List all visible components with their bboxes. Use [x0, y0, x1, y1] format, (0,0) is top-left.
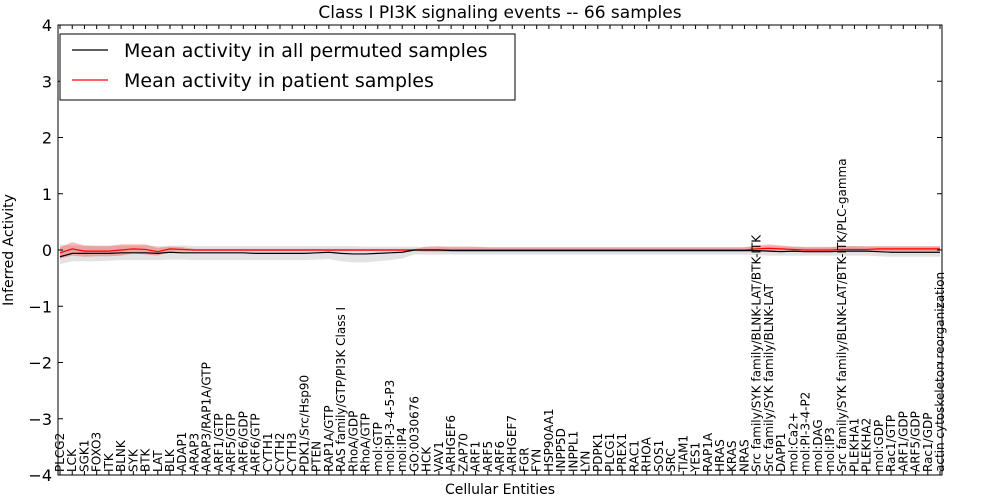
chart-title: Class I PI3K signaling events -- 66 samp…	[318, 3, 681, 23]
series-lines	[59, 247, 940, 258]
x-tick-label-nras: NRAS	[737, 439, 751, 472]
x-tick-label-fyn: FYN	[530, 449, 544, 472]
x-tick-label-arap3-rap1a-gtp: ARAP3/RAP1A/GTP	[200, 362, 214, 472]
x-ticks	[59, 25, 941, 475]
x-axis-label: Cellular Entities	[445, 482, 555, 498]
x-tick-label-pdpk1: PDPK1	[591, 433, 605, 472]
y-tick-label: 1	[42, 185, 52, 204]
x-tick-label-arf5: ARF5	[481, 441, 495, 472]
x-tick-label-blnk: BLNK	[114, 439, 128, 472]
x-tick-label-zap70: ZAP70	[456, 433, 470, 472]
x-tick-label-plekha2: PLEKHA2	[860, 418, 874, 472]
x-tick-label-yes1: YES1	[689, 442, 703, 473]
y-axis-label: Inferred Activity	[1, 194, 17, 306]
x-tick-label-cyth3: CYTH3	[285, 433, 299, 473]
x-tick-label-plekha1: PLEKHA1	[847, 418, 861, 472]
x-tick-label-rac1: RAC1	[627, 440, 641, 472]
x-tick-label-kras: KRAS	[725, 440, 739, 472]
x-tick-label-src-family-syk-family-blnk-lat-btk-itk: Src family/SYK family/BLNK-LAT/BTK-ITK	[750, 234, 764, 472]
x-tick-label-arf6-gtp: ARF6/GTP	[249, 413, 263, 472]
x-tick-label-foxo3: FOXO3	[90, 432, 104, 472]
x-tick-label-arf5-gtp: ARF5/GTP	[224, 413, 238, 472]
x-tick-label-go-0030676: GO:0030676	[407, 396, 421, 472]
x-tick-label-arf6: ARF6	[493, 441, 507, 472]
x-tick-label-itk: ITK	[102, 452, 116, 472]
y-tick-label: 3	[42, 72, 52, 91]
x-tick-label-cyth1: CYTH1	[261, 433, 275, 473]
x-tick-label-arap3: ARAP3	[187, 433, 201, 472]
x-tick-label-mol-ip3: mol:IP3	[823, 427, 837, 472]
x-tick-label-rhoa: RHOA	[640, 436, 654, 472]
x-tick-label-lyn: LYN	[579, 451, 593, 472]
x-tick-labels: PLCG2LCKSGK1FOXO3ITKBLNKSYKBTKLATBLKADAP…	[53, 158, 947, 473]
x-tick-label-src-family-syk-family-blnk-lat: Src family/SYK family/BLNK-LAT	[762, 283, 776, 472]
x-tick-label-rac1-gdp: Rac1/GDP	[921, 413, 935, 472]
x-tick-label-mol-ip4: mol:IP4	[395, 427, 409, 472]
x-tick-label-mol-dag: mol:DAG	[811, 419, 825, 472]
x-tick-label-sgk1: SGK1	[77, 440, 91, 472]
x-tick-label-inpp5d: INPP5D	[554, 428, 568, 472]
y-tick-label: −3	[28, 410, 52, 429]
y-tick-label: 2	[42, 129, 52, 148]
x-tick-label-rhoa-gtp: RhoA/GTP	[359, 413, 373, 472]
x-tick-label-src-family-syk-family-blnk-lat-btk-itk-plc-gamma: Src family/SYK family/BLNK-LAT/BTK-ITK/P…	[835, 158, 849, 472]
x-tick-label-pdk1-src-hsp90: PDK1/Src/Hsp90	[297, 375, 311, 472]
legend-label-patient: Mean activity in patient samples	[124, 70, 434, 92]
x-tick-label-plcg1: PLCG1	[603, 433, 617, 472]
x-tick-label-blk: BLK	[163, 448, 177, 472]
x-tick-label-cyth2: CYTH2	[273, 433, 287, 473]
x-tick-label-syk: SYK	[126, 448, 140, 472]
x-tick-label-hck: HCK	[420, 446, 434, 472]
x-tick-label-arf1-gtp: ARF1/GTP	[212, 413, 226, 472]
x-tick-label-sos1: SOS1	[652, 440, 666, 472]
x-tick-label-arf1: ARF1	[469, 441, 483, 472]
x-tick-label-btk: BTK	[139, 447, 153, 472]
x-tick-label-mol-gdp: mol:GDP	[872, 420, 886, 472]
y-tick-label: −2	[28, 354, 52, 373]
x-tick-label-pten: PTEN	[310, 441, 324, 472]
x-tick-label-hras: HRAS	[713, 439, 727, 472]
x-tick-label-fgr: FGR	[517, 447, 531, 472]
x-tick-label-rac1-gtp: Rac1/GTP	[884, 415, 898, 472]
x-tick-label-arf6-gdp: ARF6/GDP	[236, 411, 250, 472]
x-tick-label-inppl1: INPPL1	[566, 431, 580, 472]
x-tick-label-lck: LCK	[65, 448, 79, 472]
y-tick-label: −1	[28, 297, 52, 316]
x-tick-label-rap1a-gtp: RAP1A/GTP	[322, 405, 336, 472]
x-tick-label-arf1-gdp: ARF1/GDP	[896, 411, 910, 472]
legend-label-permuted: Mean activity in all permuted samples	[124, 40, 487, 62]
x-tick-label-dapp1: DAPP1	[774, 433, 788, 472]
x-tick-label-mol-pi-3-4-5-p3: mol:PI-3-4-5-P3	[383, 380, 397, 472]
x-tick-label-mol-pi-3-4-p2: mol:PI-3-4-P2	[799, 392, 813, 472]
x-tick-label-arhgef6: ARHGEF6	[444, 415, 458, 472]
y-axis: 4 3 2 1 0 −1 −2 −3 −4	[28, 16, 942, 485]
x-tick-label-actin-cytoskeleton-reorganization: actin cytoskeleton reorganization	[933, 272, 947, 472]
x-tick-label-rap1a: RAP1A	[701, 432, 715, 472]
y-tick-label: 4	[42, 16, 52, 35]
x-tick-label-mol-ca2: mol:Ca2+	[786, 412, 800, 472]
x-tick-label-lat: LAT	[151, 450, 165, 472]
y-tick-label: 0	[42, 241, 52, 260]
legend: Mean activity in all permuted samples Me…	[59, 33, 516, 101]
x-tick-label-ras-family-gtp-pi3k-class-i: RAS family/GTP/PI3K Class I	[334, 307, 348, 472]
series-line-permuted	[59, 249, 940, 258]
x-tick-label-mol-gtp: mol:GTP	[371, 422, 385, 472]
x-tick-label-arf5-gdp: ARF5/GDP	[909, 411, 923, 472]
y-tick-label: −4	[28, 466, 52, 485]
x-tick-label-src: SRC	[664, 448, 678, 472]
x-tick-label-plcg2: PLCG2	[53, 433, 67, 472]
band-permuted	[60, 244, 940, 265]
x-tick-label-rhoa-gdp: RhoA/GDP	[346, 411, 360, 472]
x-tick-label-vav1: VAV1	[432, 441, 446, 472]
x-tick-label-tiam1: TIAM1	[676, 435, 690, 473]
x-tick-label-arhgef7: ARHGEF7	[505, 415, 519, 472]
x-tick-label-prex1: PREX1	[615, 433, 629, 472]
x-tick-label-hsp90aa1: HSP90AA1	[542, 408, 556, 472]
x-tick-label-adap1: ADAP1	[175, 432, 189, 472]
legend-box	[59, 33, 516, 101]
